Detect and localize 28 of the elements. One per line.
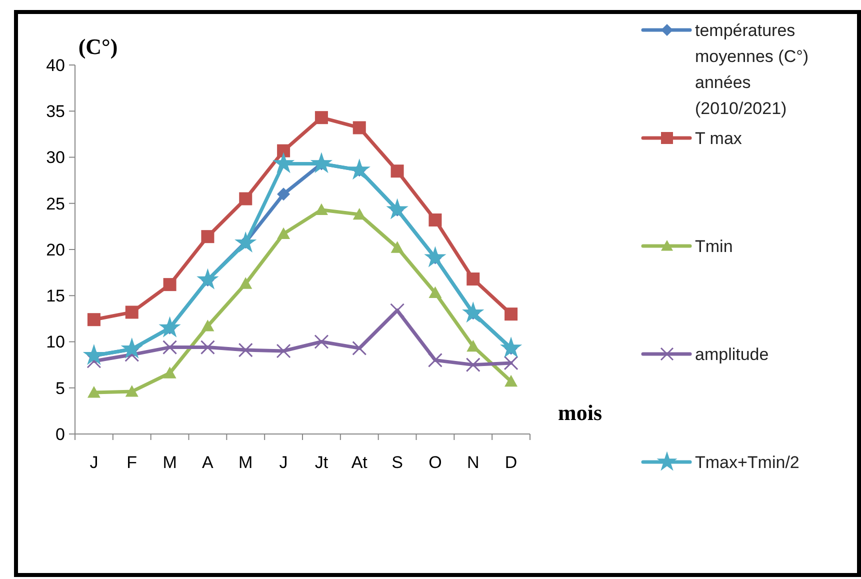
y-tick-label: 25: [46, 194, 65, 214]
y-tick-label: 0: [56, 424, 65, 444]
x-axis-title: mois: [558, 400, 602, 425]
x-tick-label: A: [202, 453, 214, 472]
legend-label: températures moyennes (C°) années (2010/2021): [695, 20, 809, 118]
y-tick-label: 20: [46, 240, 65, 260]
legend-label: Tmin: [695, 236, 733, 256]
x-tick-label: N: [466, 453, 480, 472]
legend-label: Tmax+Tmin/2: [695, 452, 800, 472]
x-tick-label: M: [162, 453, 177, 472]
y-tick-label: 5: [56, 378, 65, 398]
x-tick-label: M: [238, 453, 253, 472]
legend-label: amplitude: [695, 344, 769, 364]
y-tick-label: 40: [46, 56, 65, 75]
x-tick-label: J: [279, 453, 288, 472]
legend-label: T max: [695, 128, 742, 148]
x-tick-label: D: [504, 453, 518, 472]
y-tick-label: 15: [46, 286, 65, 306]
x-tick-label: Jt: [314, 453, 328, 472]
y-tick-label: 30: [46, 148, 65, 168]
y-tick-label: 35: [46, 102, 65, 122]
x-tick-label: O: [428, 453, 442, 472]
x-tick-label: J: [90, 453, 98, 472]
y-axis-title: (C°): [78, 34, 118, 59]
x-tick-label: At: [351, 453, 368, 472]
x-tick-label: F: [126, 453, 138, 472]
x-tick-label: S: [392, 453, 403, 472]
y-tick-label: 10: [46, 332, 65, 352]
